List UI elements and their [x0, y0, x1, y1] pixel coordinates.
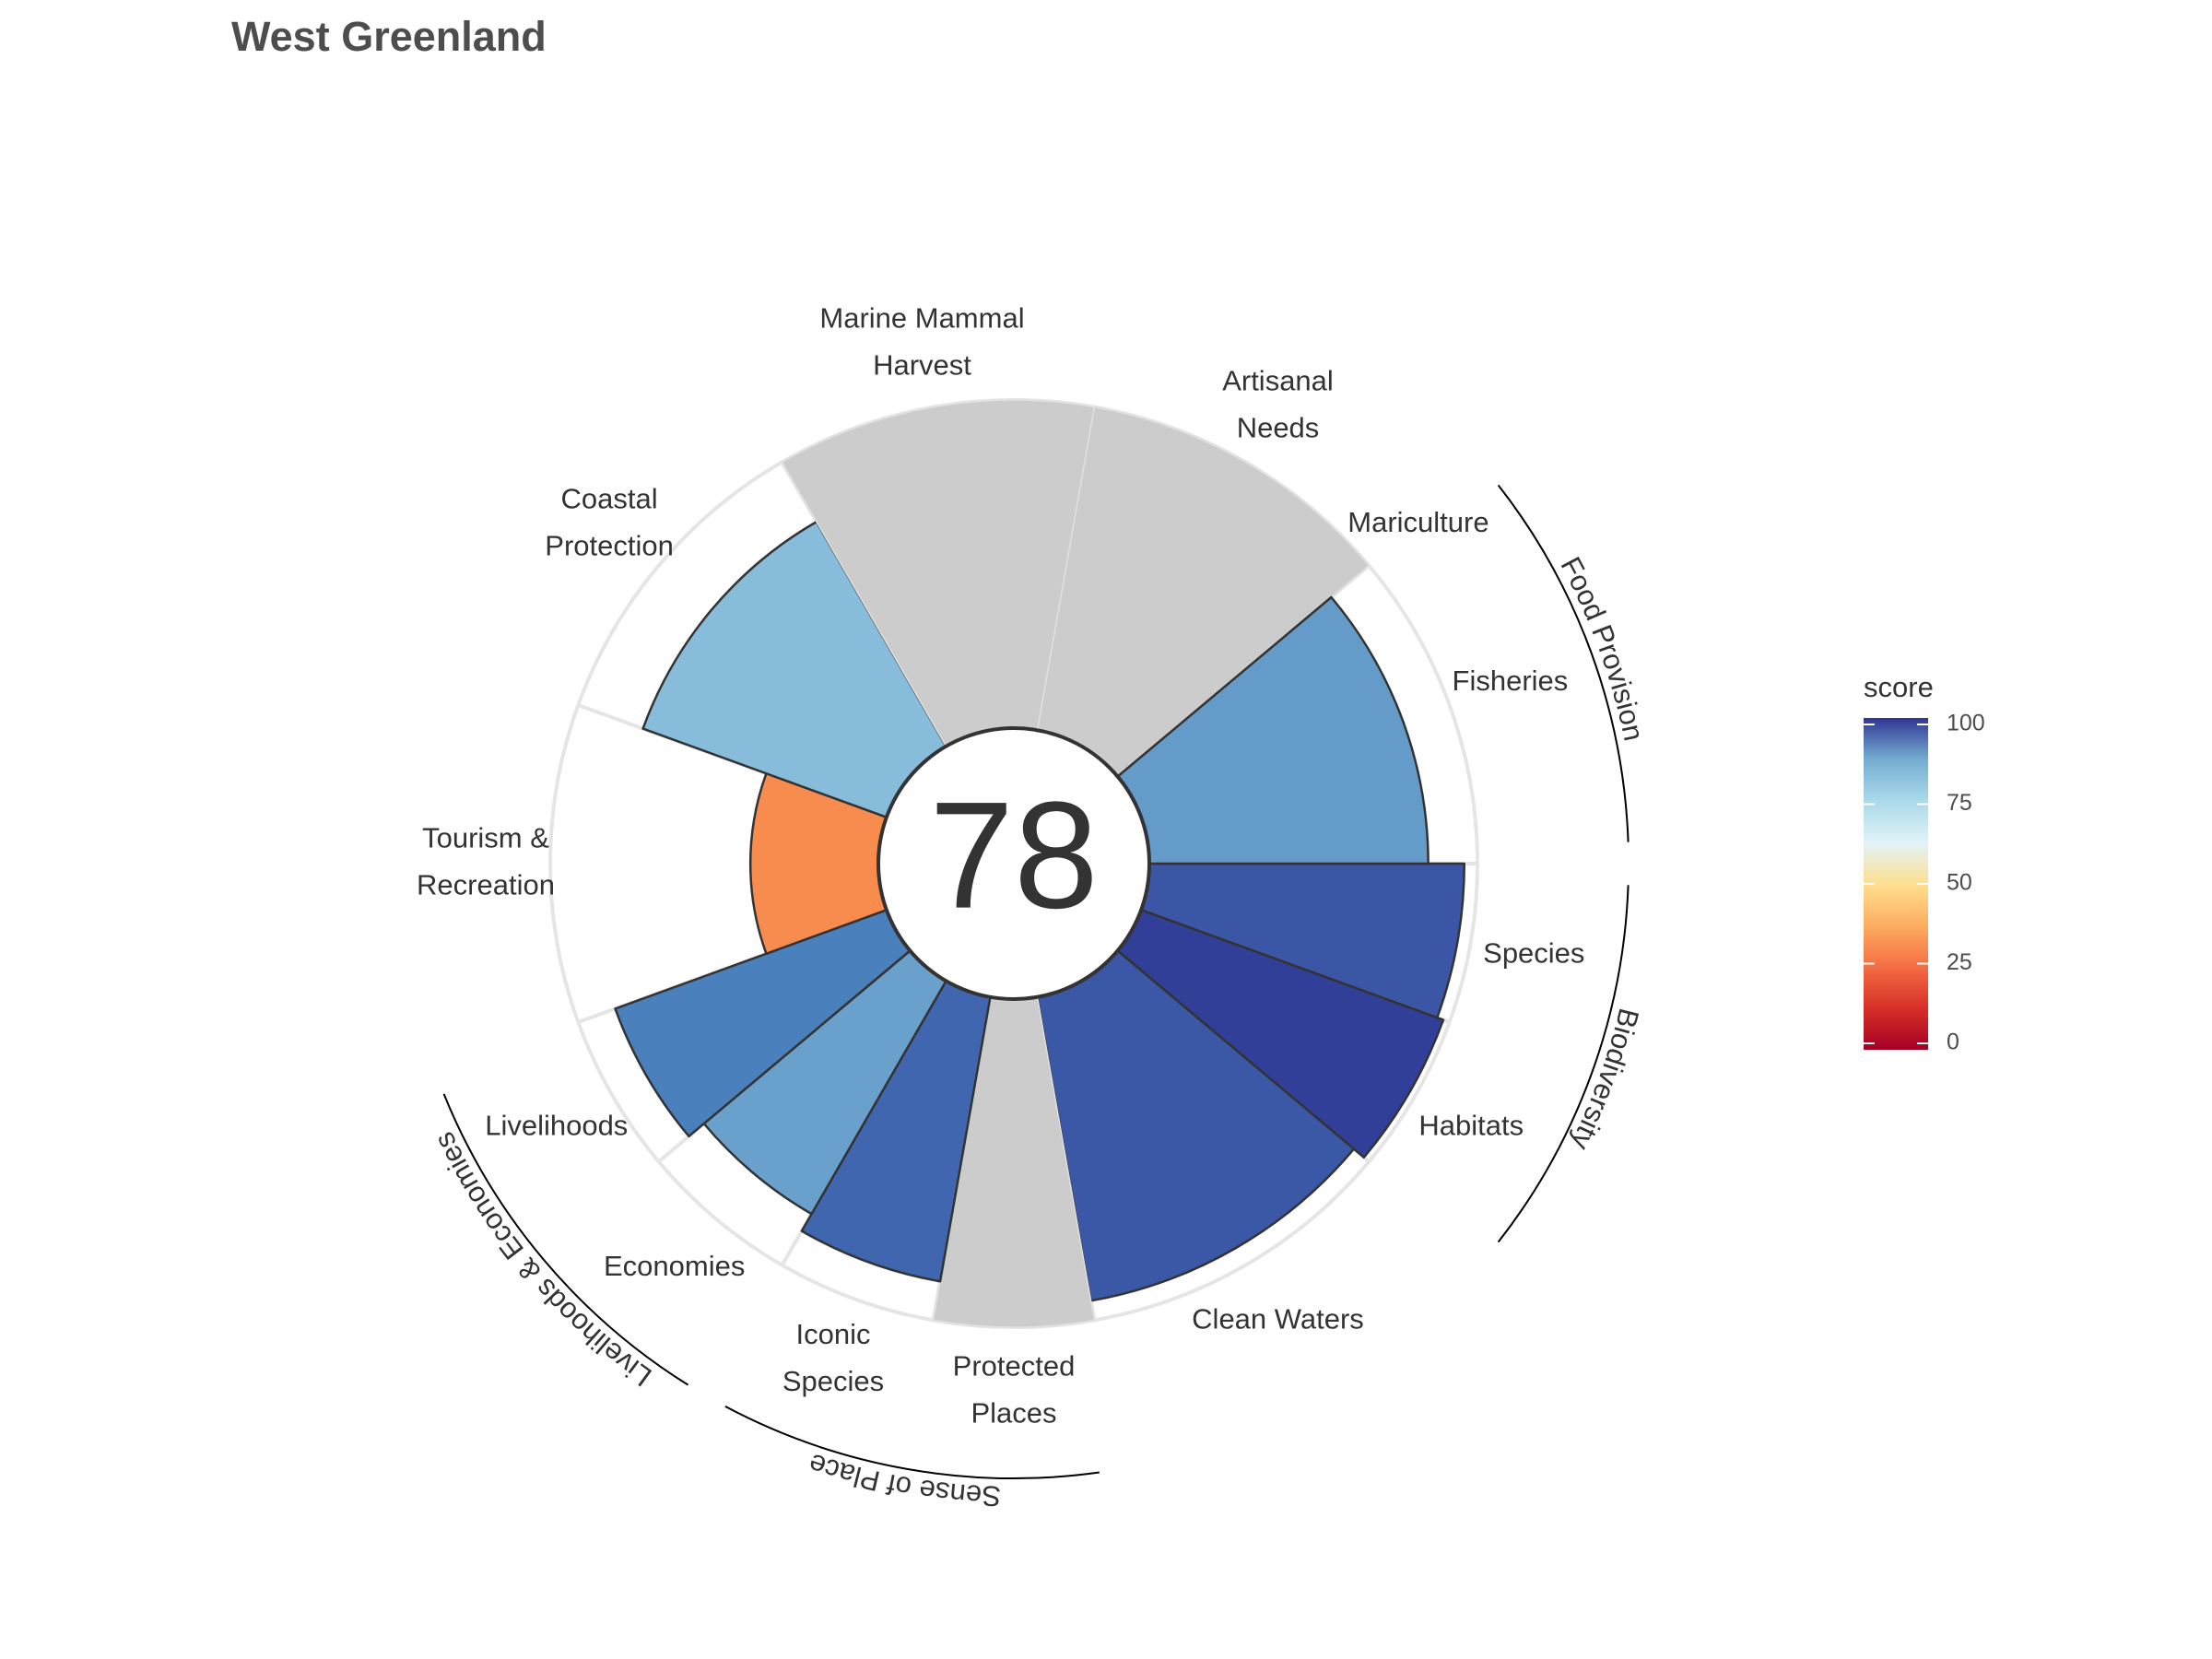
- colorbar-tick-label: 100: [1947, 711, 1985, 736]
- petal-label: Iconic Species: [782, 1318, 884, 1397]
- petal-label: Fisheries: [1453, 665, 1569, 697]
- legend-title: score: [1864, 671, 1934, 703]
- group-label: Biodiversity: [1564, 1006, 1645, 1156]
- chart-title: West Greenland: [231, 13, 547, 60]
- center-score: 78: [929, 771, 1099, 940]
- colorbar-tick-label: 50: [1947, 870, 1972, 896]
- group-label: Sense of Place: [805, 1447, 1002, 1512]
- petal-label: Artisanal Needs: [1222, 364, 1334, 443]
- petal-label: Mariculture: [1347, 506, 1488, 538]
- colorbar-tick-label: 0: [1947, 1030, 1959, 1055]
- group-arc: [1497, 484, 1630, 842]
- petal-label: Clean Waters: [1192, 1302, 1364, 1335]
- petal-label: Economies: [604, 1250, 745, 1282]
- group-label: Food Provision: [1554, 552, 1650, 744]
- group-label-path: Biodiversity: [1564, 1006, 1645, 1156]
- petal-label: Protected Places: [953, 1350, 1076, 1430]
- petal-label: Marine Mammal Harvest: [819, 301, 1024, 381]
- colorbar-tick-label: 75: [1947, 790, 1972, 816]
- petal-label: Livelihoods: [485, 1110, 628, 1142]
- petal-label: Tourism & Recreation: [417, 822, 555, 901]
- petal-label: Coastal Protection: [545, 482, 674, 561]
- group-label-path: Food Provision: [1554, 552, 1650, 744]
- group-label-path: Sense of Place: [805, 1447, 1002, 1512]
- group-arc: [1497, 885, 1630, 1243]
- petal-label: Species: [1483, 937, 1584, 970]
- center-circle: [877, 726, 1151, 1001]
- group-arc: [724, 1406, 1100, 1479]
- group-arc: [442, 1093, 689, 1386]
- petal-label: Habitats: [1418, 1110, 1524, 1142]
- colorbar-tick-label: 25: [1947, 949, 1972, 975]
